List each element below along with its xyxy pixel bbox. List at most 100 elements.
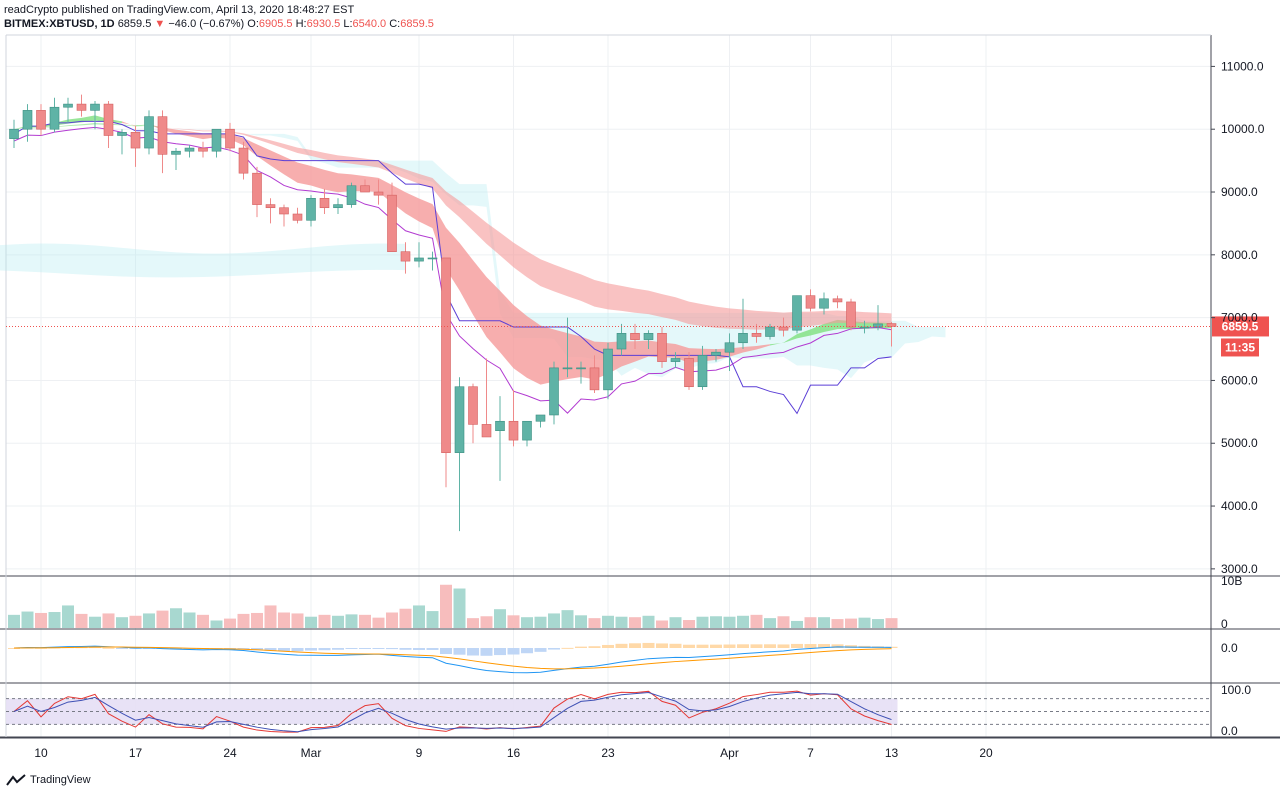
time-tick-label: 23: [601, 746, 615, 760]
candle-body: [670, 358, 681, 362]
candle-body: [643, 333, 654, 340]
volume-bar: [21, 611, 34, 628]
candle-body: [427, 257, 438, 260]
candle-body: [252, 172, 262, 205]
candle-body: [130, 132, 141, 149]
volume-bar: [791, 620, 803, 628]
slow-ribbon-segment: [122, 124, 136, 127]
macd-histogram-bar: [359, 648, 371, 649]
volume-bar: [764, 618, 776, 628]
volume-bar: [575, 615, 587, 628]
macd-histogram-bar: [386, 648, 398, 650]
slow-ribbon-segment: [635, 288, 649, 315]
volume-bar: [332, 615, 344, 628]
down-arrow-icon: ▼: [154, 18, 166, 30]
candle-body: [306, 197, 316, 221]
volume-bar: [305, 616, 317, 628]
ma-ribbon-segment: [419, 198, 433, 229]
open-label: O:: [247, 18, 259, 30]
slow-ribbon-segment: [716, 306, 730, 329]
volume-bar: [318, 614, 331, 628]
price-tick-label: 3000.0: [1221, 562, 1258, 576]
time-tick-label: 10: [34, 746, 48, 760]
volume-bar: [521, 617, 533, 628]
volume-bar: [386, 612, 398, 628]
volume-bar: [480, 616, 493, 628]
macd-histogram-bar: [251, 648, 263, 651]
macd-histogram-bar: [264, 648, 277, 651]
slow-ribbon-segment: [81, 123, 95, 126]
time-tick-label: Mar: [301, 746, 322, 760]
slow-ribbon-segment: [297, 147, 311, 156]
ma-ribbon-segment: [459, 242, 473, 315]
volume-bar: [75, 613, 88, 628]
price-change: −46.0 (−0.67%): [168, 18, 245, 30]
slow-ribbon-segment: [432, 177, 446, 206]
footer-brand: TradingView: [6, 774, 91, 786]
ma-ribbon-segment: [783, 334, 797, 343]
volume-bar: [750, 614, 763, 628]
ma-ribbon-segment: [446, 227, 460, 291]
candle-body: [157, 116, 168, 155]
candle-body: [819, 298, 829, 309]
slow-ribbon-segment: [810, 310, 824, 327]
volume-tick-label: 0: [1221, 617, 1228, 631]
volume-bar: [629, 617, 641, 628]
slow-ribbon-segment: [689, 301, 703, 327]
volume-bar: [89, 616, 101, 628]
volume-bar: [129, 615, 142, 628]
candle-body: [562, 367, 573, 370]
time-tick-label: 9: [416, 746, 423, 760]
candle-body: [792, 295, 802, 331]
ma-ribbon-segment: [257, 144, 271, 166]
macd-histogram-bar: [467, 648, 479, 656]
slow-ribbon-segment: [68, 124, 82, 127]
macd-histogram-bar: [399, 648, 412, 650]
volume-bar: [710, 616, 722, 628]
slow-ribbon-segment: [594, 280, 608, 310]
volume-bar: [170, 608, 182, 628]
macd-histogram-bar: [453, 648, 466, 655]
volume-bar: [8, 614, 20, 628]
candle-body: [117, 132, 127, 136]
macd-histogram-bar: [89, 647, 101, 649]
macd-histogram-bar: [507, 648, 520, 655]
time-tick-label: 20: [979, 746, 993, 760]
candle-body: [657, 333, 667, 362]
time-tick-label: 24: [223, 746, 237, 760]
brand-label: TradingView: [30, 774, 91, 786]
slow-ribbon-segment: [608, 283, 622, 311]
macd-histogram-bar: [413, 648, 425, 651]
candle-body: [751, 333, 762, 337]
volume-bar: [372, 617, 385, 628]
candle-body: [603, 348, 613, 391]
candle-body: [63, 103, 73, 108]
macd-line: [13, 645, 892, 674]
slow-ribbon-segment: [621, 285, 635, 313]
ma-ribbon-segment: [189, 131, 203, 140]
slow-ribbon-segment: [729, 308, 743, 330]
slow-ribbon-segment: [324, 152, 338, 163]
candle-body: [481, 424, 492, 438]
ma-ribbon-segment: [486, 277, 500, 353]
volume-bar: [494, 609, 506, 628]
slow-ribbon-segment: [473, 211, 487, 244]
last-price-badge-text: 6859.5: [1222, 319, 1259, 333]
slow-ribbon-segment: [648, 290, 662, 318]
ma-ribbon-segment: [297, 162, 311, 186]
volume-bar: [278, 612, 290, 628]
slow-ribbon-segment: [824, 310, 838, 325]
ma-ribbon-segment: [810, 323, 824, 336]
time-tick-label: 16: [507, 746, 521, 760]
macd-histogram-bar: [723, 644, 736, 648]
volume-bar: [818, 617, 830, 628]
ma-ribbon-segment: [324, 169, 338, 193]
ma-ribbon-segment: [311, 165, 325, 190]
candle-body: [346, 185, 357, 205]
volume-bar: [197, 614, 209, 628]
stoch-tick-label: 0.0: [1221, 724, 1238, 738]
candle-body: [400, 251, 411, 262]
slow-ribbon-segment: [581, 274, 595, 307]
candle-body: [211, 128, 222, 152]
